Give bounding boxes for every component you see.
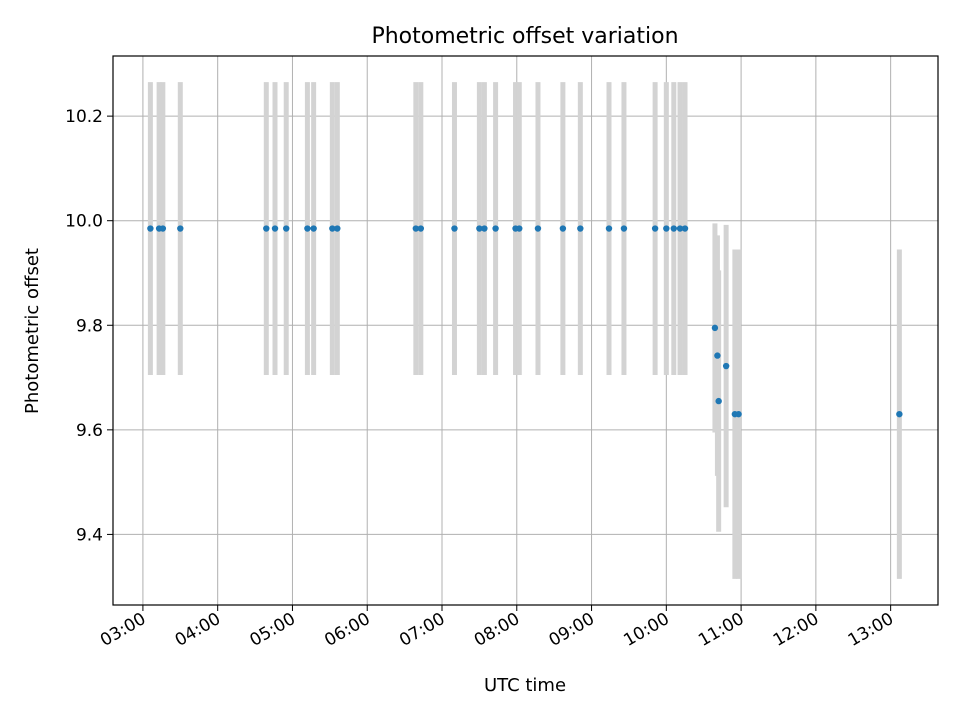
y-tick-label: 9.4 xyxy=(76,525,103,545)
data-point xyxy=(676,225,684,232)
data-point xyxy=(476,225,483,232)
data-point xyxy=(310,225,317,232)
y-axis-label: Photometric offset xyxy=(22,248,43,414)
data-point xyxy=(481,225,488,232)
data-point xyxy=(663,225,670,232)
data-point xyxy=(559,225,567,232)
data-point xyxy=(263,225,270,232)
y-tick-label: 10.0 xyxy=(65,212,103,232)
data-point xyxy=(329,225,336,232)
plot-frame xyxy=(112,55,939,606)
data-point xyxy=(334,225,341,232)
y-tick-label: 9.8 xyxy=(76,316,103,336)
data-point xyxy=(715,397,722,405)
data-point xyxy=(714,352,721,359)
data-points xyxy=(147,225,903,418)
data-point xyxy=(534,225,542,232)
data-point xyxy=(304,225,311,232)
data-point xyxy=(451,225,458,232)
data-point xyxy=(577,225,584,232)
chart-title: Photometric offset variation xyxy=(371,24,678,49)
data-point xyxy=(271,225,279,232)
data-point xyxy=(516,225,523,232)
data-point xyxy=(896,410,903,418)
data-point xyxy=(159,225,167,232)
x-axis-label: UTC time xyxy=(484,675,566,696)
data-point xyxy=(605,225,613,232)
data-point xyxy=(283,225,290,232)
data-point xyxy=(711,324,719,332)
y-tick-label: 9.6 xyxy=(76,421,103,441)
data-point xyxy=(681,225,689,232)
y-tick-label: 10.2 xyxy=(65,107,103,127)
data-point xyxy=(722,362,730,370)
data-point xyxy=(492,225,499,232)
data-point xyxy=(147,225,154,232)
data-point xyxy=(735,410,742,418)
data-point xyxy=(670,225,678,232)
data-point xyxy=(417,225,425,232)
data-point xyxy=(651,225,659,232)
data-point xyxy=(177,225,184,232)
data-point xyxy=(620,225,628,232)
data-point xyxy=(412,225,420,232)
y-axis-ticks: 9.4 9.6 9.8 10.0 10.2 xyxy=(65,107,113,545)
